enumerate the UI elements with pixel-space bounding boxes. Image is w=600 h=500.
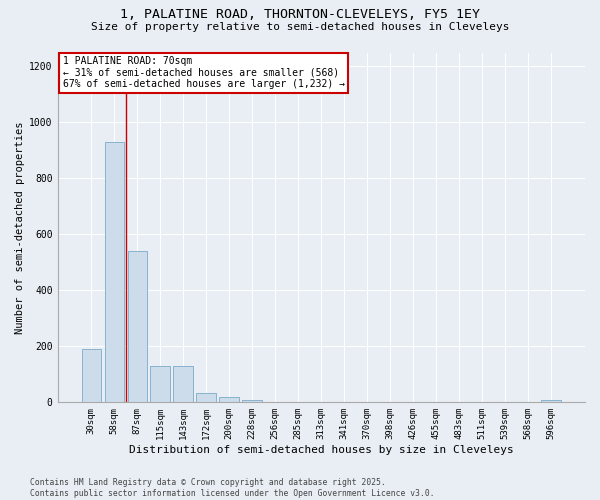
Bar: [104, 142, 124, 403]
Bar: [242, 400, 262, 402]
Bar: [128, 251, 147, 402]
Text: 1 PALATINE ROAD: 70sqm
← 31% of semi-detached houses are smaller (568)
67% of se: 1 PALATINE ROAD: 70sqm ← 31% of semi-det…: [63, 56, 345, 89]
Bar: [196, 392, 216, 402]
Text: Size of property relative to semi-detached houses in Cleveleys: Size of property relative to semi-detach…: [91, 22, 509, 32]
Bar: [151, 366, 170, 403]
Bar: [82, 349, 101, 403]
Y-axis label: Number of semi-detached properties: Number of semi-detached properties: [15, 121, 25, 334]
Bar: [541, 400, 561, 402]
Bar: [220, 396, 239, 402]
Text: Contains HM Land Registry data © Crown copyright and database right 2025.
Contai: Contains HM Land Registry data © Crown c…: [30, 478, 434, 498]
X-axis label: Distribution of semi-detached houses by size in Cleveleys: Distribution of semi-detached houses by …: [129, 445, 514, 455]
Bar: [173, 366, 193, 403]
Text: 1, PALATINE ROAD, THORNTON-CLEVELEYS, FY5 1EY: 1, PALATINE ROAD, THORNTON-CLEVELEYS, FY…: [120, 8, 480, 20]
